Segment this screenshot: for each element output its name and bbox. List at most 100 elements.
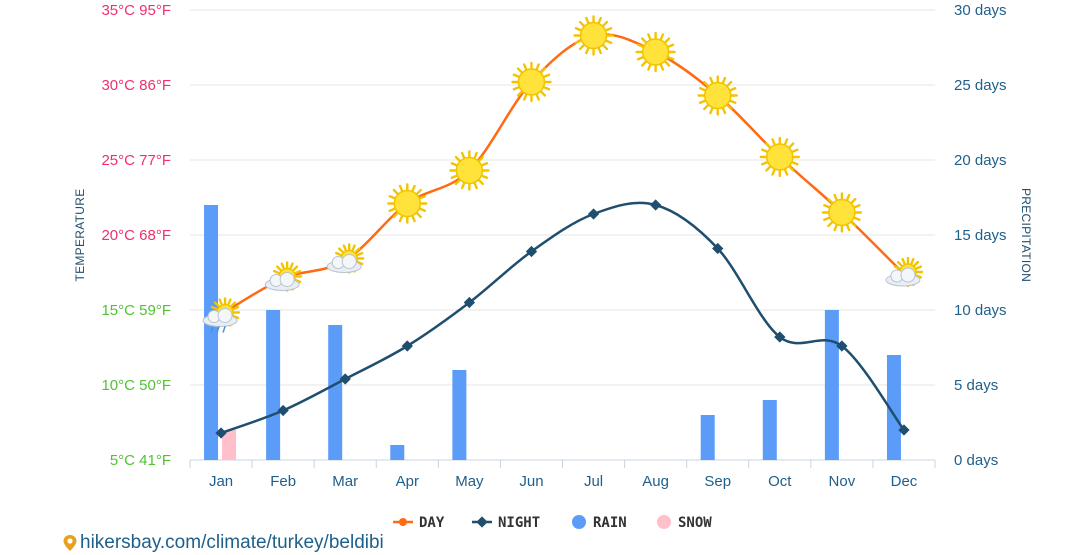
night-point — [649, 199, 662, 211]
day-line — [220, 33, 905, 316]
rain-bar — [886, 355, 901, 460]
right-axis-ticks: 30 days 25 days 20 days 15 days 10 days 5 day… — [954, 2, 1007, 469]
night-point — [277, 404, 289, 417]
cloud-puff — [279, 272, 295, 287]
rain-bar — [452, 370, 467, 460]
x-tick-label: Jun — [519, 473, 543, 490]
legend: DAY NIGHT RAIN SNOW — [393, 515, 712, 530]
x-tick-label: Dec — [891, 473, 918, 490]
sun-disc — [393, 189, 422, 218]
night-point — [525, 245, 538, 258]
x-tick-label: Apr — [396, 473, 419, 490]
location-pin-icon — [63, 535, 77, 551]
rain-bar — [266, 310, 281, 460]
sun-disc — [641, 38, 670, 66]
right-tick-label: 15 days — [954, 227, 1007, 244]
night-point — [339, 373, 351, 385]
sun-icon — [759, 136, 800, 178]
left-tick-label: 35°C 95°F — [101, 2, 171, 19]
grid-lines — [190, 9, 935, 461]
sun-icon — [511, 61, 552, 103]
x-tick-label: Nov — [829, 473, 856, 490]
right-tick-label: 0 days — [954, 452, 998, 469]
partly-cloudy-icon — [264, 261, 303, 292]
partly-cloudy-rain-icon — [202, 297, 241, 333]
legend-label: NIGHT — [498, 515, 540, 530]
rain-bar — [824, 310, 839, 460]
temperature-lines — [215, 33, 910, 439]
x-tick-label: Oct — [768, 473, 792, 490]
legend-marker — [399, 518, 407, 526]
left-tick-label: 10°C 50°F — [101, 377, 171, 394]
left-tick-label: 25°C 77°F — [101, 152, 171, 169]
rain-drop — [216, 326, 220, 333]
cloud-puff — [341, 254, 357, 269]
precipitation-bars — [204, 205, 901, 460]
x-tick-label: Aug — [642, 473, 669, 490]
partly-cloudy-icon — [326, 243, 365, 274]
cloud-puff — [900, 267, 916, 283]
legend-marker — [476, 516, 488, 528]
sun-icon — [697, 75, 738, 116]
sun-icon — [635, 31, 676, 73]
sun-disc — [579, 21, 608, 50]
left-axis-title: TEMPERATURE — [73, 188, 87, 281]
left-tick-label: 30°C 86°F — [101, 77, 171, 94]
sun-disc — [766, 143, 794, 171]
legend-item-day: DAY — [393, 515, 445, 530]
legend-label: SNOW — [678, 515, 712, 530]
x-tick-label: Feb — [270, 473, 296, 490]
x-tick-label: Jul — [584, 473, 603, 490]
weather-icons — [202, 15, 924, 333]
legend-item-rain: RAIN — [572, 515, 627, 530]
sun-icon — [821, 192, 863, 233]
rain-bar — [328, 325, 343, 460]
legend-label: RAIN — [593, 515, 627, 530]
right-tick-label: 20 days — [954, 152, 1007, 169]
partly-cloudy-icon — [885, 256, 924, 288]
left-axis-ticks: 35°C 95°F 30°C 86°F 25°C 77°F 20°C 68°F 15°C… — [101, 2, 171, 469]
legend-item-snow: SNOW — [657, 515, 712, 530]
right-tick-label: 5 days — [954, 377, 998, 394]
sun-disc — [703, 81, 732, 110]
sun-disc — [828, 198, 856, 227]
left-tick-label: 20°C 68°F — [101, 227, 171, 244]
x-tick-label: Jan — [209, 473, 233, 490]
night-line — [220, 201, 905, 435]
right-tick-label: 30 days — [954, 2, 1007, 19]
night-point — [836, 340, 848, 352]
legend-item-night: NIGHT — [472, 515, 540, 530]
sun-disc — [517, 68, 546, 96]
rain-drop — [222, 326, 226, 333]
night-point — [463, 296, 476, 309]
night-point — [898, 424, 910, 436]
sun-icon — [449, 150, 490, 191]
rain-bar — [762, 400, 777, 460]
rain-bar — [700, 415, 715, 460]
snow-bar — [222, 430, 237, 460]
source-text: hikersbay.com/climate/turkey/beldibi — [80, 532, 384, 553]
rain-bar — [390, 445, 405, 460]
night-point — [215, 427, 227, 439]
source-link[interactable]: hikersbay.com/climate/turkey/beldibi — [62, 532, 384, 554]
cloud-puff — [217, 308, 233, 323]
right-tick-label: 10 days — [954, 302, 1007, 319]
left-tick-label: 15°C 59°F — [101, 302, 171, 319]
night-point — [774, 331, 786, 343]
legend-label: DAY — [419, 515, 445, 530]
right-tick-label: 25 days — [954, 77, 1007, 94]
x-tick-label: Sep — [704, 473, 731, 490]
x-tick-label: May — [455, 473, 484, 490]
x-axis: Jan Feb Mar Apr May Jun Jul Aug Sep Oct Nov Dec — [189, 460, 936, 490]
legend-marker — [657, 515, 671, 529]
sun-icon — [387, 183, 428, 224]
rain-drop — [210, 326, 214, 333]
night-point — [587, 208, 600, 220]
legend-marker — [572, 515, 586, 529]
sun-disc — [455, 156, 484, 185]
x-tick-label: Mar — [332, 473, 358, 490]
night-point — [401, 340, 413, 352]
climate-chart: 35°C 95°F 30°C 86°F 25°C 77°F 20°C 68°F 15°C… — [73, 2, 1033, 530]
left-tick-label: 5°C 41°F — [110, 452, 171, 469]
night-point — [712, 242, 724, 255]
